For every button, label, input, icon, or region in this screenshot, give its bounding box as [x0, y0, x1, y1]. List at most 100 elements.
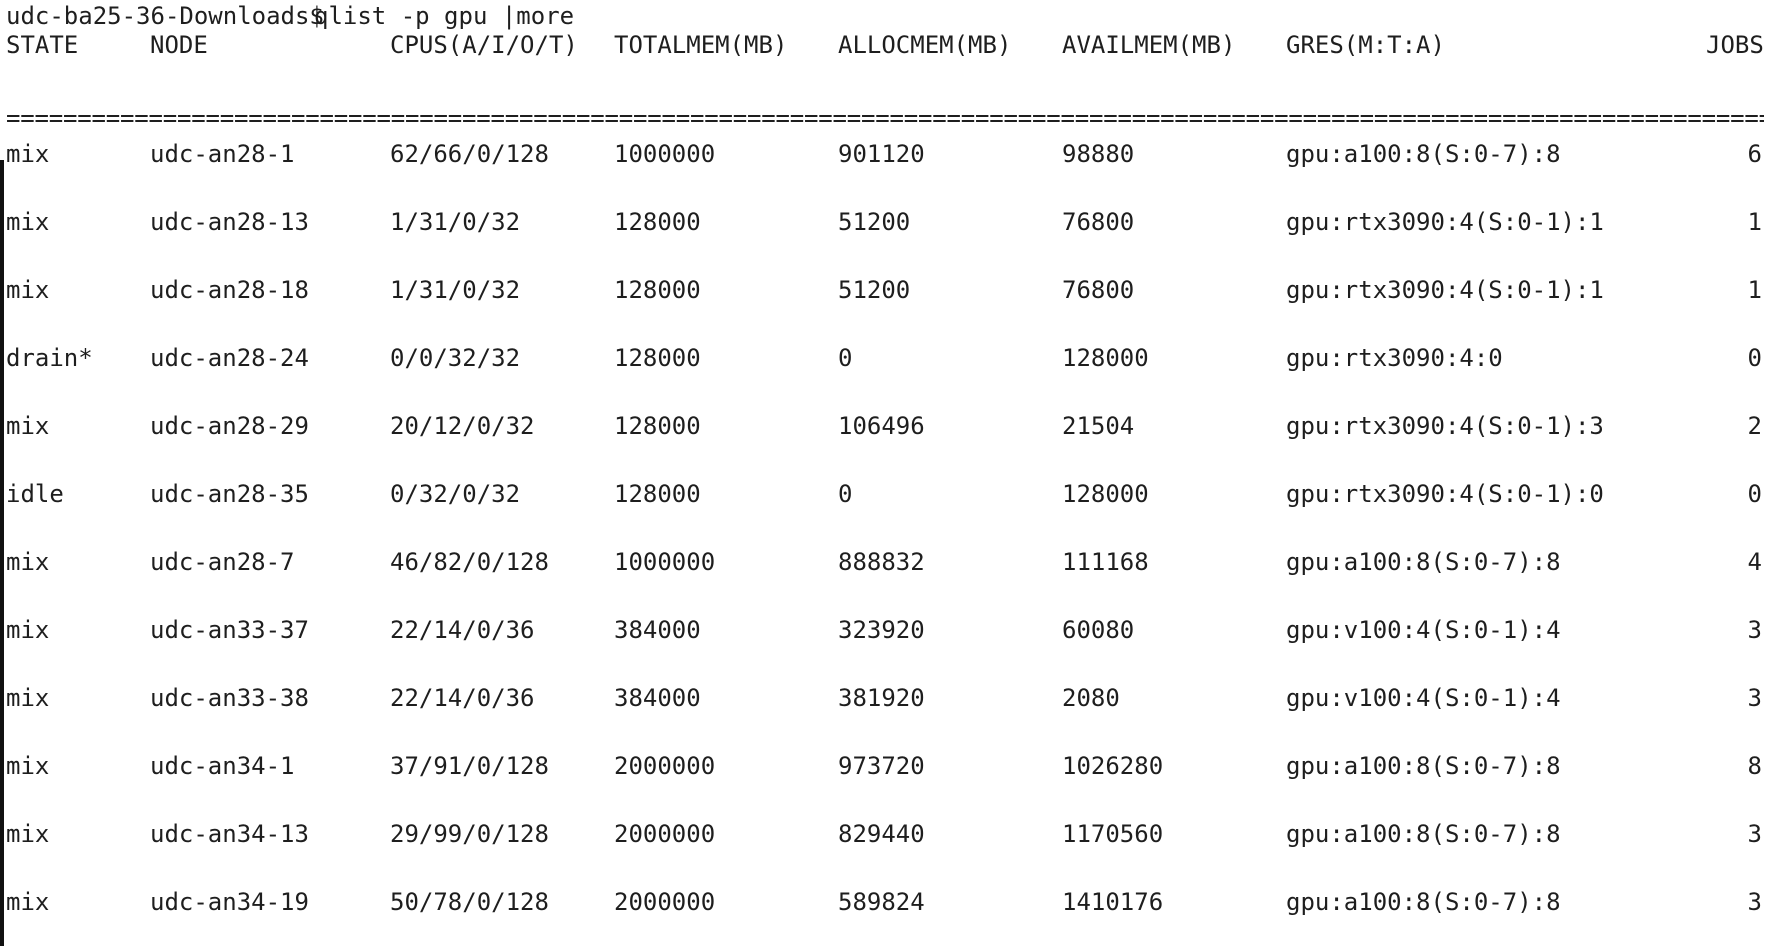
cell-gres: gpu:a100:8(S:0-7):8 [1286, 752, 1561, 780]
cell-availmem: 2080 [1062, 684, 1120, 712]
cell-node: udc-an33-38 [150, 684, 309, 712]
cell-totalmem: 128000 [614, 412, 701, 440]
cell-allocmem: 0 [838, 344, 853, 372]
cell-gres: gpu:rtx3090:4(S:0-1):0 [1286, 480, 1604, 508]
header-state: STATE [6, 31, 79, 59]
cell-node: udc-an28-13 [150, 208, 309, 236]
cell-node: udc-an28-29 [150, 412, 309, 440]
cell-allocmem: 51200 [838, 276, 911, 304]
cell-totalmem: 2000000 [614, 888, 716, 916]
cell-jobs: 2 [1747, 412, 1762, 440]
cell-totalmem: 2000000 [614, 820, 716, 848]
cell-allocmem: 0 [838, 480, 853, 508]
cell-allocmem: 381920 [838, 684, 925, 712]
cell-state: mix [6, 276, 50, 304]
cell-state: mix [6, 412, 50, 440]
cell-jobs: 3 [1747, 820, 1762, 848]
cell-node: udc-an28-7 [150, 548, 295, 576]
cell-state: drain* [6, 344, 93, 372]
cell-totalmem: 128000 [614, 480, 701, 508]
cell-allocmem: 973720 [838, 752, 925, 780]
header-totalmem: TOTALMEM(MB) [614, 31, 788, 59]
cell-gres: gpu:rtx3090:4(S:0-1):1 [1286, 208, 1604, 236]
cell-gres: gpu:a100:8(S:0-7):8 [1286, 140, 1561, 168]
cell-jobs: 0 [1747, 480, 1762, 508]
cell-jobs: 6 [1747, 140, 1762, 168]
cell-availmem: 60080 [1062, 616, 1135, 644]
cell-allocmem: 901120 [838, 140, 925, 168]
cell-totalmem: 1000000 [614, 548, 716, 576]
header-availmem: AVAILMEM(MB) [1062, 31, 1236, 59]
cell-state: mix [6, 548, 50, 576]
cell-totalmem: 384000 [614, 616, 701, 644]
cell-state: mix [6, 820, 50, 848]
cell-cpus: 1/31/0/32 [390, 208, 521, 236]
cell-availmem: 1410176 [1062, 888, 1164, 916]
cell-availmem: 1170560 [1062, 820, 1164, 848]
cell-availmem: 128000 [1062, 344, 1149, 372]
prompt-host: udc-ba25-36-Downloads$ [6, 2, 324, 30]
cell-allocmem: 829440 [838, 820, 925, 848]
cell-gres: gpu:v100:4(S:0-1):4 [1286, 684, 1561, 712]
cell-availmem: 76800 [1062, 208, 1135, 236]
cell-node: udc-an34-19 [150, 888, 309, 916]
cell-allocmem: 323920 [838, 616, 925, 644]
cell-jobs: 1 [1747, 208, 1762, 236]
cell-jobs: 3 [1747, 616, 1762, 644]
cell-state: mix [6, 752, 50, 780]
cell-cpus: 22/14/0/36 [390, 616, 535, 644]
cell-state: idle [6, 480, 64, 508]
cell-cpus: 0/32/0/32 [390, 480, 521, 508]
cell-allocmem: 888832 [838, 548, 925, 576]
cell-state: mix [6, 140, 50, 168]
cell-totalmem: 2000000 [614, 752, 716, 780]
cell-node: udc-an28-1 [150, 140, 295, 168]
cell-jobs: 1 [1747, 276, 1762, 304]
header-jobs: JOBS [1706, 31, 1764, 59]
cell-availmem: 128000 [1062, 480, 1149, 508]
header-node: NODE [150, 31, 208, 59]
cell-gres: gpu:rtx3090:4(S:0-1):1 [1286, 276, 1604, 304]
cell-availmem: 76800 [1062, 276, 1135, 304]
cell-cpus: 1/31/0/32 [390, 276, 521, 304]
cell-cpus: 37/91/0/128 [390, 752, 549, 780]
cell-totalmem: 128000 [614, 344, 701, 372]
header-cpus: CPUS(A/I/O/T) [390, 31, 578, 59]
cell-cpus: 62/66/0/128 [390, 140, 549, 168]
cell-jobs: 3 [1747, 684, 1762, 712]
cell-state: mix [6, 684, 50, 712]
terminal-left-edge-bar [0, 160, 4, 946]
cell-allocmem: 51200 [838, 208, 911, 236]
cell-totalmem: 384000 [614, 684, 701, 712]
cell-node: udc-an34-1 [150, 752, 295, 780]
cell-jobs: 3 [1747, 888, 1762, 916]
cell-gres: gpu:v100:4(S:0-1):4 [1286, 616, 1561, 644]
table-header-row: STATE NODE CPUS(A/I/O/T) TOTALMEM(MB) AL… [6, 31, 1764, 59]
table-separator: ========================================… [6, 104, 1764, 132]
cell-node: udc-an28-18 [150, 276, 309, 304]
cell-node: udc-an28-35 [150, 480, 309, 508]
cell-gres: gpu:rtx3090:4(S:0-1):3 [1286, 412, 1604, 440]
cell-availmem: 111168 [1062, 548, 1149, 576]
cell-cpus: 22/14/0/36 [390, 684, 535, 712]
cell-cpus: 46/82/0/128 [390, 548, 549, 576]
cell-gres: gpu:a100:8(S:0-7):8 [1286, 548, 1561, 576]
cell-jobs: 4 [1747, 548, 1762, 576]
cell-cpus: 29/99/0/128 [390, 820, 549, 848]
header-gres: GRES(M:T:A) [1286, 31, 1445, 59]
cell-state: mix [6, 888, 50, 916]
cell-allocmem: 589824 [838, 888, 925, 916]
cell-cpus: 50/78/0/128 [390, 888, 549, 916]
cell-gres: gpu:a100:8(S:0-7):8 [1286, 820, 1561, 848]
prompt-command: qlist -p gpu |more [314, 2, 575, 30]
cell-allocmem: 106496 [838, 412, 925, 440]
cell-gres: gpu:a100:8(S:0-7):8 [1286, 888, 1561, 916]
cell-cpus: 0/0/32/32 [390, 344, 521, 372]
cell-cpus: 20/12/0/32 [390, 412, 535, 440]
cell-state: mix [6, 616, 50, 644]
cell-totalmem: 128000 [614, 208, 701, 236]
cell-state: mix [6, 208, 50, 236]
cell-availmem: 98880 [1062, 140, 1135, 168]
cell-node: udc-an28-24 [150, 344, 309, 372]
